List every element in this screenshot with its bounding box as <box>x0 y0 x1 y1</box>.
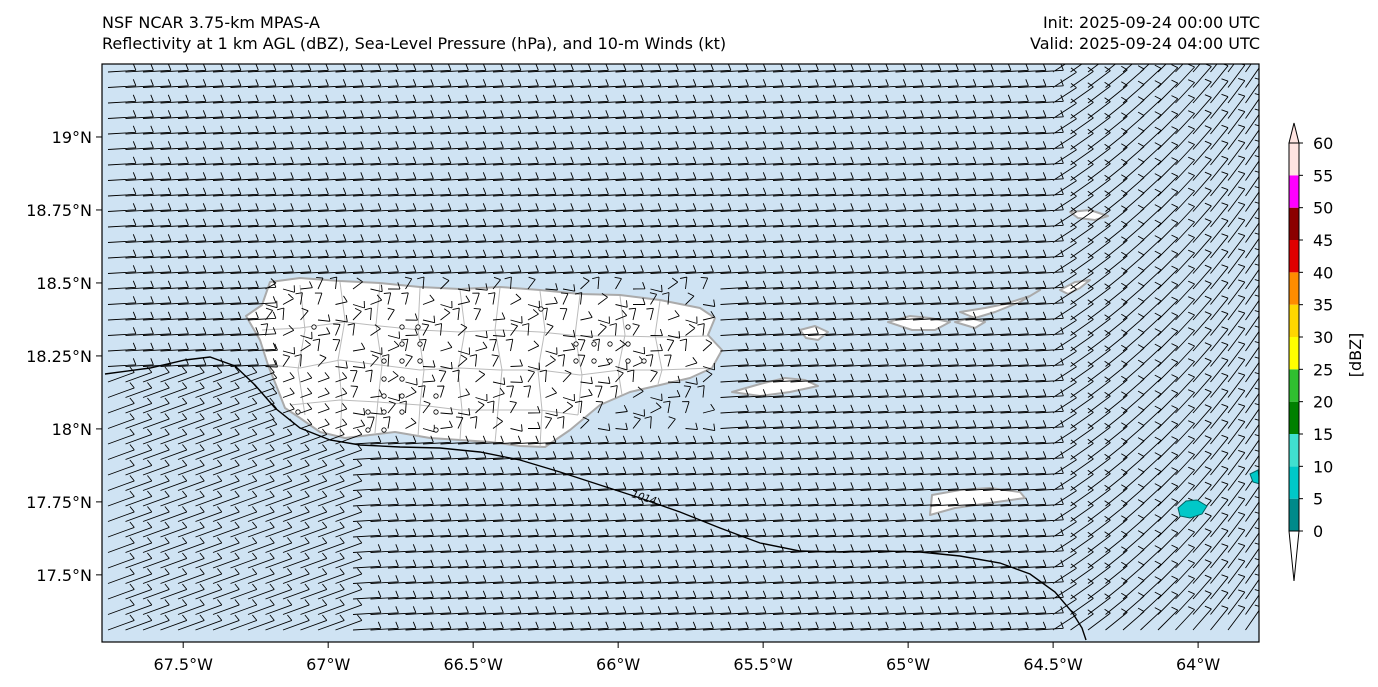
lat-tick-label: 18°N <box>52 420 92 439</box>
latitude-axis: 19°N 18.75°N 18.5°N 18.25°N 18°N 17.75°N 17.5°… <box>26 128 102 585</box>
colorbar-tick-label: 0 <box>1313 522 1323 541</box>
calm-wind-marker <box>433 409 439 415</box>
puerto-rico-coastline <box>245 277 723 448</box>
tortola-coastline <box>959 289 1041 319</box>
colorbar-bin <box>1289 401 1299 434</box>
map-frame <box>101 63 1260 643</box>
map-title: NSF NCAR 3.75-km MPAS-A Reflectivity at … <box>102 12 726 54</box>
calm-wind-marker <box>573 341 579 347</box>
colorbar-tick-label: 20 <box>1313 393 1333 412</box>
calm-wind-marker <box>311 324 317 330</box>
colorbar-bin <box>1289 369 1299 402</box>
wind-barb-field <box>107 64 1259 631</box>
calm-wind-marker <box>625 324 631 330</box>
colorbar-bin <box>1289 466 1299 499</box>
lat-tick-label: 18.75°N <box>26 201 92 220</box>
calm-wind-marker <box>417 341 423 347</box>
calm-wind-marker <box>399 358 405 364</box>
colorbar-bin <box>1289 143 1299 176</box>
time-info: Init: 2025-09-24 00:00 UTC Valid: 2025-0… <box>1030 12 1260 54</box>
calm-wind-marker <box>381 393 387 399</box>
lat-tick-label: 17.5°N <box>36 566 92 585</box>
calm-wind-marker <box>417 358 423 364</box>
reflectivity-echoes <box>1177 469 1259 519</box>
calm-wind-marker <box>365 427 371 433</box>
colorbar-extend-min <box>1288 530 1300 582</box>
calm-wind-marker <box>625 341 631 347</box>
colorbar-tick-label: 10 <box>1313 457 1333 476</box>
valid-time: Valid: 2025-09-24 04:00 UTC <box>1029 34 1260 53</box>
colorbar-bin <box>1289 304 1299 337</box>
colorbar-tick-label: 60 <box>1313 134 1333 153</box>
lon-tick-label: 66.5°W <box>443 655 503 674</box>
colorbar-tick-label: 5 <box>1313 490 1323 509</box>
colorbar-bin <box>1289 337 1299 370</box>
wind-barbs <box>107 64 1259 631</box>
colorbar-tick-label: 40 <box>1313 263 1333 282</box>
colorbar-tick-label: 30 <box>1313 328 1333 347</box>
calm-wind-marker <box>381 409 387 415</box>
lat-tick-label: 18.25°N <box>26 347 92 366</box>
model-title: NSF NCAR 3.75-km MPAS-A <box>102 13 320 32</box>
anegada-coastline <box>1069 209 1109 221</box>
culebra-coastline <box>799 325 829 341</box>
lon-tick-label: 64.5°W <box>1023 655 1083 674</box>
calm-wind-markers <box>295 306 647 433</box>
calm-wind-marker <box>625 358 631 364</box>
colorbar-tick-label: 55 <box>1313 166 1333 185</box>
calm-wind-marker <box>381 358 387 364</box>
lon-tick-label: 65°W <box>886 655 930 674</box>
reflectivity-colorbar: 0 5 10 15 20 25 30 35 40 45 50 55 60 <box>1288 122 1333 582</box>
calm-wind-marker <box>433 393 439 399</box>
reflectivity-echo-edge <box>1249 469 1259 485</box>
calm-wind-marker <box>573 358 579 364</box>
calm-wind-marker <box>415 324 421 330</box>
lat-tick-label: 18.5°N <box>36 274 92 293</box>
lat-tick-label: 19°N <box>52 128 92 147</box>
reflectivity-echo <box>1177 499 1208 519</box>
colorbar-bin <box>1289 207 1299 240</box>
colorbar-tick-label: 50 <box>1313 199 1333 218</box>
calm-wind-marker <box>591 358 597 364</box>
calm-wind-marker <box>399 324 405 330</box>
calm-wind-marker <box>607 358 613 364</box>
lon-tick-label: 65.5°W <box>733 655 793 674</box>
calm-wind-marker <box>365 409 371 415</box>
colorbar-tick-label: 25 <box>1313 360 1333 379</box>
colorbar-extend-max <box>1288 122 1300 144</box>
calm-wind-marker <box>591 341 597 347</box>
calm-wind-marker <box>381 427 387 433</box>
colorbar-tick-label: 45 <box>1313 231 1333 250</box>
calm-wind-marker <box>295 409 301 415</box>
lat-tick-label: 17.75°N <box>26 493 92 512</box>
colorbar-tick-label: 35 <box>1313 296 1333 315</box>
calm-wind-marker <box>399 393 405 399</box>
colorbar-bin <box>1289 434 1299 467</box>
vieques-coastline <box>731 377 819 397</box>
colorbar-tick-label: 15 <box>1313 425 1333 444</box>
lon-tick-label: 67.5°W <box>153 655 213 674</box>
calm-wind-marker <box>607 341 613 347</box>
colorbar-bin <box>1289 175 1299 208</box>
colorbar-label: [dBZ] <box>1346 333 1365 378</box>
fields-title: Reflectivity at 1 km AGL (dBZ), Sea-Leve… <box>102 34 727 53</box>
colorbar-bin <box>1289 272 1299 305</box>
calm-wind-marker <box>399 376 405 382</box>
calm-wind-marker <box>399 341 405 347</box>
colorbar-bin <box>1289 240 1299 273</box>
calm-wind-marker <box>433 427 439 433</box>
virgin-gorda-coastline <box>1059 279 1091 295</box>
calm-wind-marker <box>399 409 405 415</box>
isobar-1014 <box>104 356 1087 641</box>
lon-tick-label: 67°W <box>306 655 350 674</box>
calm-wind-marker <box>538 306 544 312</box>
colorbar-bin <box>1289 498 1299 531</box>
lon-tick-label: 64°W <box>1176 655 1220 674</box>
calm-wind-marker <box>641 358 647 364</box>
init-time: Init: 2025-09-24 00:00 UTC <box>1042 13 1260 32</box>
longitude-axis: 67.5°W 67°W 66.5°W 66°W 65.5°W 65°W 64.5°W 64°W <box>153 642 1220 674</box>
calm-wind-marker <box>381 376 387 382</box>
lon-tick-label: 66°W <box>596 655 640 674</box>
